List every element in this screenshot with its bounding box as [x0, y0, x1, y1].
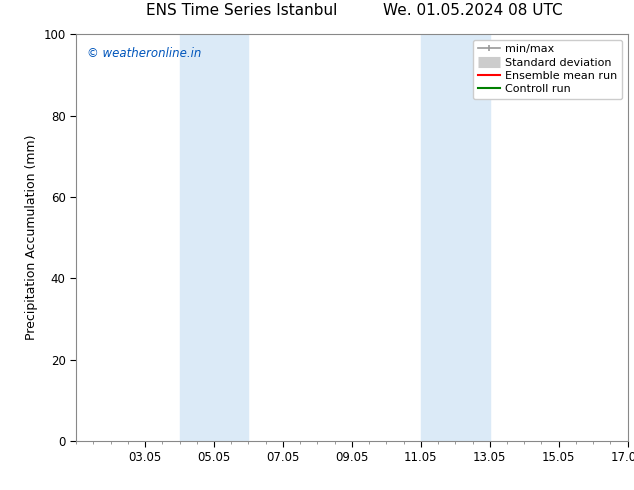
- Text: We. 01.05.2024 08 UTC: We. 01.05.2024 08 UTC: [384, 3, 563, 18]
- Y-axis label: Precipitation Accumulation (mm): Precipitation Accumulation (mm): [25, 135, 38, 341]
- Bar: [421, 34, 489, 441]
- Text: © weatheronline.in: © weatheronline.in: [87, 47, 202, 59]
- Legend: min/max, Standard deviation, Ensemble mean run, Controll run: min/max, Standard deviation, Ensemble me…: [473, 40, 622, 99]
- Text: ENS Time Series Istanbul: ENS Time Series Istanbul: [146, 3, 337, 18]
- Bar: [179, 34, 249, 441]
